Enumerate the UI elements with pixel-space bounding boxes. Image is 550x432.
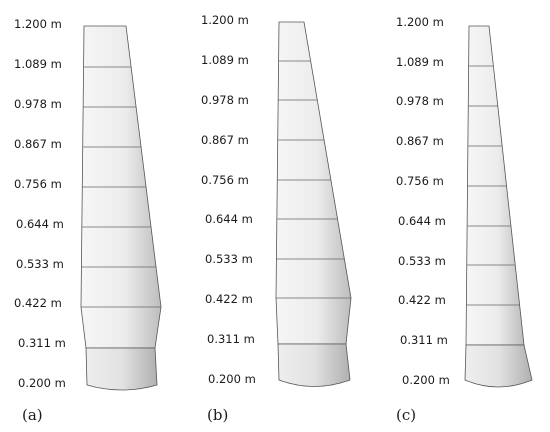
height-label: 0.533 m [398, 254, 446, 268]
height-label: 0.644 m [16, 217, 64, 231]
section-lines-c [466, 65, 520, 306]
height-label: 0.978 m [14, 97, 62, 111]
height-label: 0.644 m [205, 212, 253, 226]
panel-label-a: (a) [22, 406, 43, 424]
height-label: 0.200 m [18, 376, 66, 390]
height-label: 0.978 m [201, 93, 249, 107]
height-label: 0.978 m [396, 94, 444, 108]
height-label: 1.200 m [396, 15, 444, 29]
height-label: 1.089 m [14, 57, 62, 71]
height-labels-c: 1.200 m 1.089 m 0.978 m 0.867 m 0.756 m … [396, 15, 450, 387]
height-label: 0.644 m [398, 214, 446, 228]
height-label: 0.867 m [14, 137, 62, 151]
height-label: 0.756 m [14, 177, 62, 191]
height-label: 0.756 m [396, 174, 444, 188]
height-label: 0.200 m [402, 373, 450, 387]
tower-body-c [465, 25, 525, 346]
tower-body-b [275, 21, 352, 345]
height-labels-b: 1.200 m 1.089 m 0.978 m 0.867 m 0.756 m … [201, 13, 256, 386]
tower-base-c [464, 344, 533, 388]
panel-c: 1.200 m 1.089 m 0.978 m 0.867 m 0.756 m … [396, 15, 533, 424]
panel-b: 1.200 m 1.089 m 0.978 m 0.867 m 0.756 m … [201, 13, 352, 424]
height-label: 1.089 m [396, 55, 444, 69]
height-label: 0.533 m [16, 257, 64, 271]
section-lines-b [276, 60, 351, 299]
height-label: 0.422 m [14, 296, 62, 310]
panel-label-c: (c) [396, 406, 416, 424]
height-labels-a: 1.200 m 1.089 m 0.978 m 0.867 m 0.756 m … [14, 17, 66, 390]
tower-base-b [277, 343, 351, 387]
panel-label-b: (b) [207, 406, 228, 424]
height-label: 0.311 m [400, 333, 448, 347]
height-label: 0.867 m [201, 133, 249, 147]
height-label: 1.089 m [201, 53, 249, 67]
tower-base-a [85, 347, 158, 391]
height-label: 0.533 m [205, 252, 253, 266]
height-label: 0.311 m [18, 336, 66, 350]
panel-a: 1.200 m 1.089 m 0.978 m 0.867 m 0.756 m … [14, 17, 162, 424]
height-label: 0.311 m [207, 332, 255, 346]
height-label: 0.422 m [205, 292, 253, 306]
height-label: 0.867 m [396, 134, 444, 148]
height-label: 0.756 m [201, 173, 249, 187]
height-label: 1.200 m [14, 17, 62, 31]
height-label: 1.200 m [201, 13, 249, 27]
section-lines-a [81, 66, 161, 308]
height-label: 0.200 m [208, 372, 256, 386]
height-label: 0.422 m [398, 293, 446, 307]
